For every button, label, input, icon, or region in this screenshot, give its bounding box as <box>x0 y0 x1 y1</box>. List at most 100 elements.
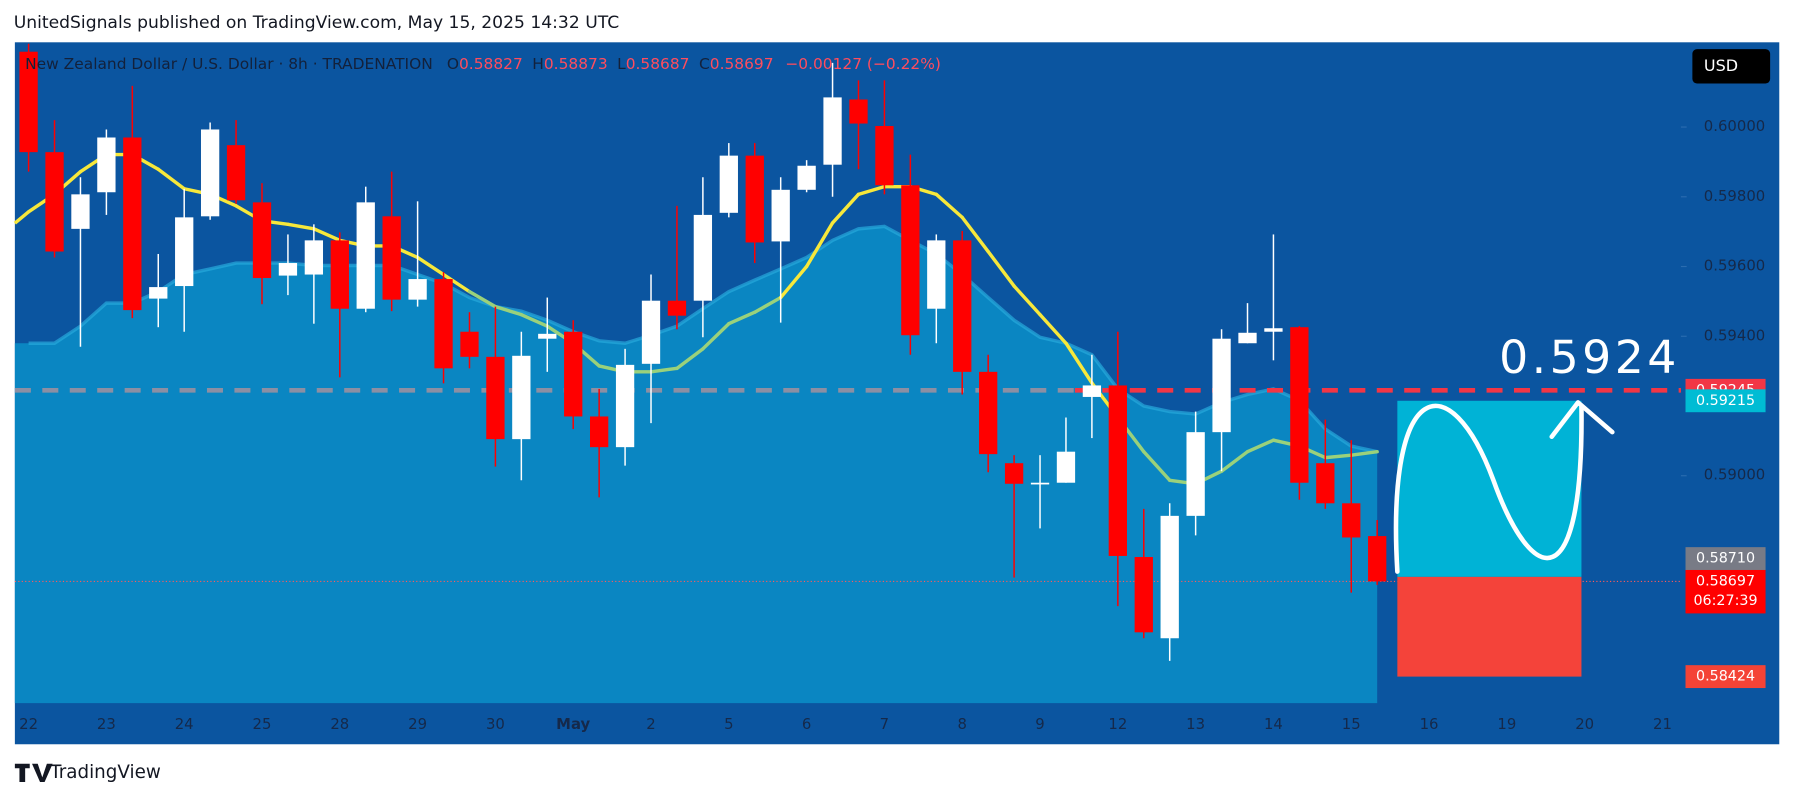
ma-segment <box>1142 449 1172 482</box>
ma-segment <box>1349 449 1379 457</box>
candle-body <box>252 202 272 279</box>
candle-body <box>356 202 375 309</box>
x-tick-label: 2 <box>646 715 655 733</box>
target-zone <box>1397 400 1582 577</box>
candle-body <box>719 155 738 213</box>
candle-body <box>486 356 505 440</box>
candle-body <box>1212 338 1231 433</box>
y-tick-label: 0.59000 <box>1704 466 1765 484</box>
ma-segment <box>753 295 783 314</box>
publisher-line: UnitedSignals published on TradingView.c… <box>14 13 619 33</box>
candle-body <box>330 240 349 309</box>
candle-body <box>434 279 453 369</box>
candle-body <box>71 194 90 229</box>
legend-line: New Zealand Dollar / U.S. Dollar · 8h · … <box>25 55 941 73</box>
ma-segment <box>701 321 731 351</box>
candle-body <box>226 145 246 201</box>
ohlc-letter: C <box>699 55 710 73</box>
ma-segment <box>156 167 186 191</box>
candle-body <box>123 137 142 311</box>
x-tick-label: 30 <box>486 715 505 733</box>
x-tick-label: 6 <box>802 715 811 733</box>
candle-body <box>45 152 64 252</box>
y-tick-label: 0.59400 <box>1704 326 1765 344</box>
footer-brand: TradingView <box>49 762 161 783</box>
symbol-title: New Zealand Dollar / U.S. Dollar · 8h · … <box>25 55 433 73</box>
x-tick-label: 19 <box>1497 715 1516 733</box>
candle-body <box>19 51 38 153</box>
candle-body <box>97 137 116 193</box>
x-tick-label: 13 <box>1186 715 1205 733</box>
candle-body <box>512 355 531 440</box>
hand-drawn-arrow <box>1549 400 1615 440</box>
x-tick-label: 28 <box>330 715 349 733</box>
ma-segment <box>675 347 705 371</box>
ma-segment <box>519 312 549 328</box>
x-tick-label: 23 <box>97 715 116 733</box>
ma-segment <box>441 272 472 294</box>
ma-segment <box>415 255 446 277</box>
candle-body <box>564 331 583 417</box>
ma-segment <box>1038 312 1068 345</box>
low-value: 0.58687 <box>626 55 690 73</box>
annotation: 0.5924 <box>1499 331 1680 384</box>
ma-segment <box>804 221 835 269</box>
candle-body <box>1368 536 1387 582</box>
candle-body <box>1290 327 1309 483</box>
x-tick-label: 20 <box>1575 715 1594 733</box>
x-tick-label: May <box>556 715 590 733</box>
change-value: −0.00127 (−0.22%) <box>785 55 941 73</box>
ma-segment <box>467 289 498 309</box>
candle-body <box>953 240 972 372</box>
entry-label: 0.58710 <box>1696 551 1755 567</box>
x-tick-label: 14 <box>1264 715 1283 733</box>
ma-segment <box>830 192 861 225</box>
candle-body <box>538 333 557 339</box>
candle-body <box>667 300 687 316</box>
candle-body <box>1238 332 1257 344</box>
last-price-box <box>1685 569 1766 614</box>
x-tick-label: 5 <box>724 715 733 733</box>
candle-body <box>175 217 194 287</box>
ma-segment <box>778 264 809 300</box>
ma-segment <box>727 310 757 326</box>
candle-body <box>797 165 816 190</box>
ma-segment <box>286 222 316 231</box>
stop-label: 0.58424 <box>1696 669 1755 685</box>
candle-body <box>771 189 790 242</box>
ma-segment <box>1323 453 1353 460</box>
ohlc-letter: H <box>532 55 544 73</box>
ma-segment <box>986 249 1016 288</box>
ma-segment <box>493 304 524 317</box>
candle-body <box>149 287 168 299</box>
open-value: 0.58827 <box>459 55 523 73</box>
ma-segment <box>960 215 990 254</box>
candle-body <box>823 97 842 165</box>
high-value: 0.58873 <box>544 55 608 73</box>
x-tick-label: 16 <box>1420 715 1439 733</box>
candle-body <box>849 99 868 124</box>
ma-segment <box>13 210 30 225</box>
currency-button[interactable] <box>1692 49 1771 84</box>
candle-body <box>693 214 713 301</box>
candle-body <box>1056 451 1076 483</box>
candle-body <box>589 416 609 448</box>
target-label: 0.59215 <box>1696 393 1755 409</box>
ohlc-letter: L <box>617 55 626 73</box>
x-tick-label: 22 <box>19 715 38 733</box>
ma-segment <box>1245 438 1276 454</box>
candle-body <box>641 300 661 364</box>
ma-segment <box>649 366 679 374</box>
candle-body <box>382 216 401 300</box>
candle-body <box>979 371 998 455</box>
ma-segment <box>1012 284 1042 317</box>
candle-body <box>304 240 324 275</box>
target-label-box <box>1685 389 1766 413</box>
x-tick-label: 24 <box>175 715 194 733</box>
candle-body <box>1186 432 1205 516</box>
cloud-area <box>14 226 1378 704</box>
candle-body <box>1264 328 1283 332</box>
y-tick-label: 0.59600 <box>1704 257 1765 275</box>
